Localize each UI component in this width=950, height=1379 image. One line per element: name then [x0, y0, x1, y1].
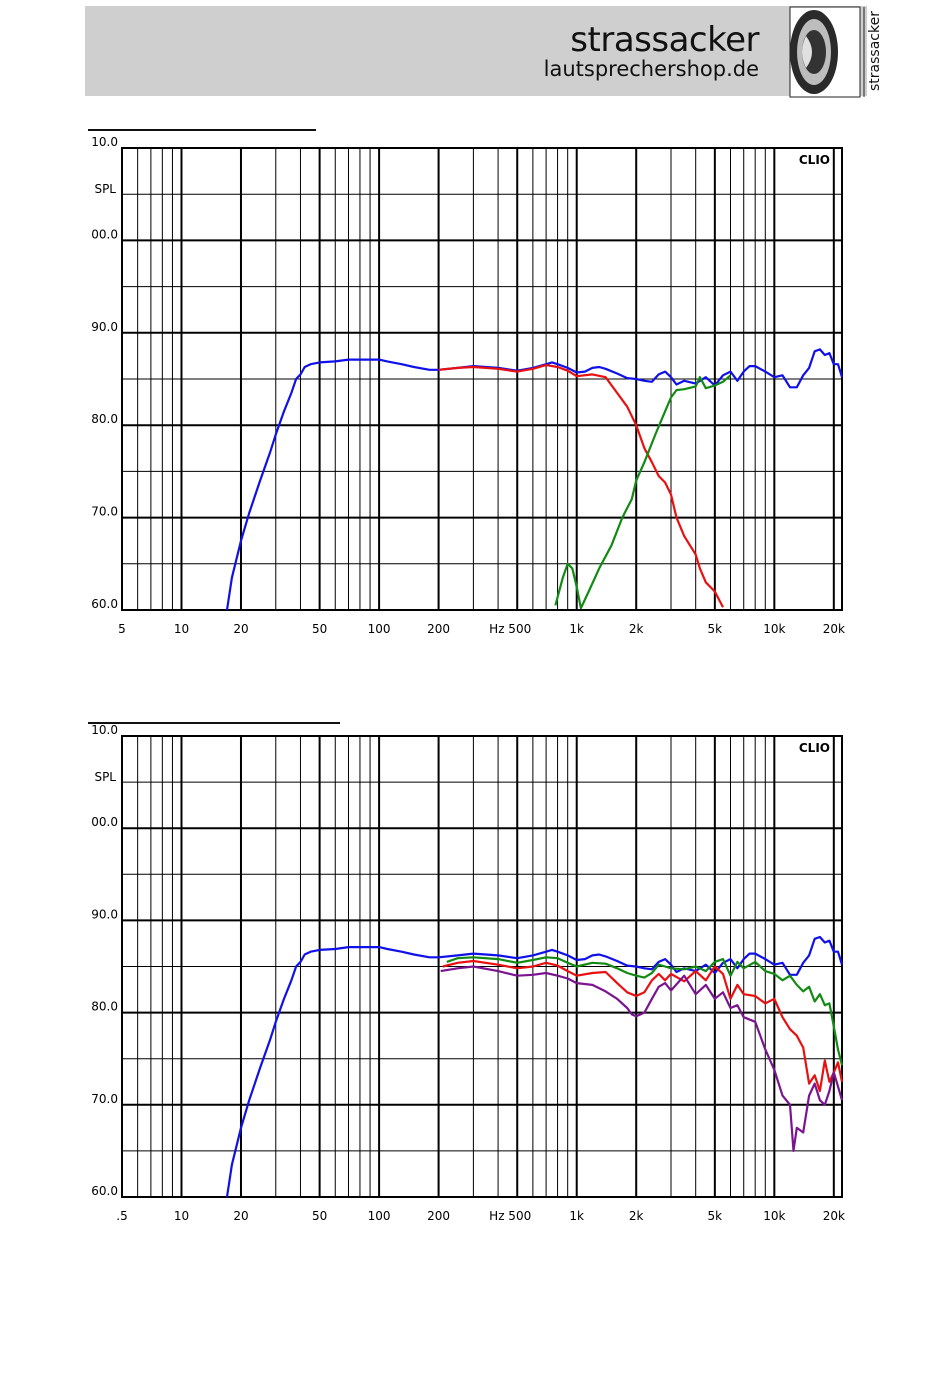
x-tick-label: 2k	[629, 622, 644, 636]
series-line-blue	[225, 935, 844, 1198]
y-tick-label: 60.0	[91, 1184, 118, 1198]
x-tick-label: 2k	[629, 1209, 644, 1223]
y-tick-label: 80.0	[91, 412, 118, 426]
x-tick-label: 10	[174, 1209, 189, 1223]
series-line-green	[554, 374, 732, 610]
clio-watermark: CLIO	[799, 741, 830, 755]
x-tick-label: 20	[233, 622, 248, 636]
x-tick-label: 200	[427, 1209, 450, 1223]
x-tick-label: Hz 500	[489, 622, 531, 636]
y-tick-label: 00.0	[91, 815, 118, 829]
brand-url: lautsprechershop.de	[543, 57, 759, 81]
x-tick-label: 100	[368, 1209, 391, 1223]
x-tick-label: 1k	[569, 1209, 584, 1223]
series-line-blue	[225, 348, 844, 611]
series-line-green	[446, 956, 844, 1066]
x-tick-label: 5k	[708, 1209, 723, 1223]
y-unit-label: SPL	[94, 182, 116, 196]
series-line-red	[438, 364, 724, 608]
x-tick-label: 10k	[763, 622, 785, 636]
chart2-title-underline	[88, 722, 340, 724]
x-tick-label: 10k	[763, 1209, 785, 1223]
x-tick-label: 1k	[569, 622, 584, 636]
y-tick-label: 70.0	[91, 1092, 118, 1106]
clio-watermark: CLIO	[799, 153, 830, 167]
x-tick-label: .5	[116, 1209, 127, 1223]
header-banner: strassacker lautsprechershop.de	[85, 6, 867, 96]
x-tick-label: 5k	[708, 622, 723, 636]
series-line-red	[442, 959, 844, 1093]
y-tick-label: 10.0	[91, 723, 118, 737]
y-tick-label: 60.0	[91, 597, 118, 611]
x-tick-label: 5	[118, 622, 126, 636]
y-tick-label: 10.0	[91, 135, 118, 149]
chart1-title-underline	[88, 129, 316, 131]
y-unit-label: SPL	[94, 770, 116, 784]
x-tick-label: 200	[427, 622, 450, 636]
brand-name: strassacker	[570, 20, 759, 60]
y-tick-label: 80.0	[91, 1000, 118, 1014]
y-tick-label: 70.0	[91, 505, 118, 519]
x-tick-label: 50	[312, 1209, 327, 1223]
series-line-purple	[440, 965, 844, 1153]
y-tick-label: 90.0	[91, 320, 118, 334]
y-tick-label: 90.0	[91, 907, 118, 921]
x-tick-label: 20	[233, 1209, 248, 1223]
y-tick-label: 00.0	[91, 227, 118, 241]
x-tick-label: 100	[368, 622, 391, 636]
x-tick-label: 10	[174, 622, 189, 636]
speaker-logo-icon	[789, 6, 865, 98]
x-tick-label: 50	[312, 622, 327, 636]
x-tick-label: 20k	[823, 622, 845, 636]
x-tick-label: Hz 500	[489, 1209, 531, 1223]
x-tick-label: 20k	[823, 1209, 845, 1223]
